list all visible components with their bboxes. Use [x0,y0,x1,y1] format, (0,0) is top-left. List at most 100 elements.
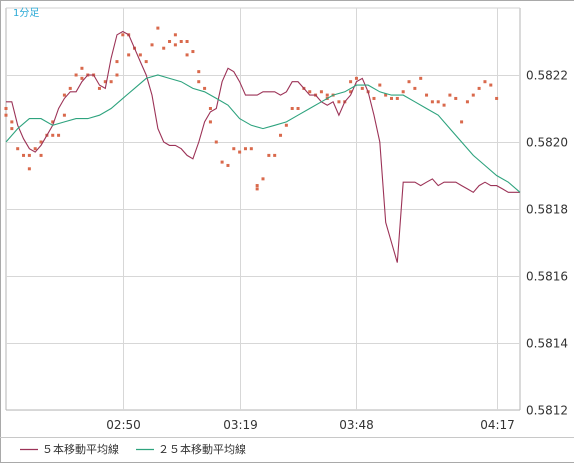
price-points [4,26,499,191]
price-point [296,107,300,110]
price-point [191,50,195,54]
y-tick-label: 0.5812 [526,404,568,418]
price-point [127,53,131,57]
price-point [197,70,201,74]
price-point [261,177,265,181]
price-point [80,76,84,80]
price-point [471,93,475,97]
price-point [57,133,61,137]
legend: ５本移動平均線 ２５本移動平均線 [20,442,246,456]
price-point [395,96,399,100]
price-point [173,33,177,37]
price-point [448,93,452,97]
price-point [121,33,125,37]
price-point [354,76,358,80]
price-point [495,96,499,100]
price-point [208,120,212,124]
price-point [68,86,72,90]
price-point [103,80,107,84]
price-point [16,147,20,151]
price-point [4,113,8,117]
price-point [273,153,277,157]
axis-ticks: 0.5812 0.5814 0.5816 0.5818 0.5820 0.5822 02:5… [106,69,568,433]
price-point [39,153,43,157]
price-point [349,90,353,94]
price-point [284,123,288,127]
price-point [10,120,14,124]
x-tick-label: 03:48 [339,418,374,432]
price-point [454,96,458,100]
y-tick-label: 0.5822 [526,69,568,83]
series-line-2 [5,74,521,193]
price-point [220,160,224,164]
price-point [384,93,388,97]
price-point [115,73,119,77]
price-point [62,93,66,97]
price-point [179,40,183,43]
price-point [308,90,312,94]
price-point [109,80,113,84]
price-point [290,107,294,110]
price-point [173,43,177,47]
price-point [39,140,43,144]
moving-average-lines [5,30,521,263]
price-point [97,86,101,90]
price-point [33,147,37,151]
price-point [10,127,14,131]
price-point [489,83,493,87]
price-point [477,86,481,90]
price-point [407,80,411,84]
price-point [168,40,172,43]
price-point [208,107,212,110]
legend-label-1: ５本移動平均線 [42,442,119,456]
price-point [325,93,329,97]
price-point [156,26,160,30]
price-point [401,90,405,94]
price-point [378,83,382,87]
price-point [185,40,189,43]
y-tick-label: 0.5820 [526,136,568,150]
price-point [436,100,440,104]
price-point [197,80,201,84]
price-point [483,80,487,84]
y-tick-label: 0.5816 [526,270,568,284]
price-point [144,60,148,64]
price-point [203,86,207,90]
price-point [51,133,55,137]
x-tick-label: 03:19 [223,418,258,432]
price-point [413,86,417,90]
price-point [319,90,323,94]
price-point [27,167,31,171]
price-point [279,133,283,137]
price-point [465,100,469,104]
price-point [162,46,166,50]
price-point [226,163,230,167]
price-point [425,93,429,97]
price-point [249,147,253,151]
price-point [62,113,66,117]
price-point [232,147,236,151]
price-point [138,53,142,57]
price-point [185,53,189,57]
price-point [22,153,26,157]
chart-title: 1分足 [13,7,39,19]
x-tick-label: 04:17 [480,418,515,432]
price-point [255,187,259,191]
price-point [430,100,434,104]
y-tick-label: 0.5814 [526,337,568,351]
grid [0,7,574,438]
y-tick-label: 0.5818 [526,203,568,217]
price-point [27,153,31,157]
price-point [80,66,84,70]
price-point [337,100,341,104]
price-point [74,73,78,77]
price-point [442,103,446,107]
price-point [372,96,376,100]
price-point [360,86,364,90]
price-point [238,150,242,154]
legend-label-2: ２５本移動平均線 [158,442,246,456]
price-point [255,184,259,188]
price-point [419,76,423,80]
price-point [115,60,119,64]
